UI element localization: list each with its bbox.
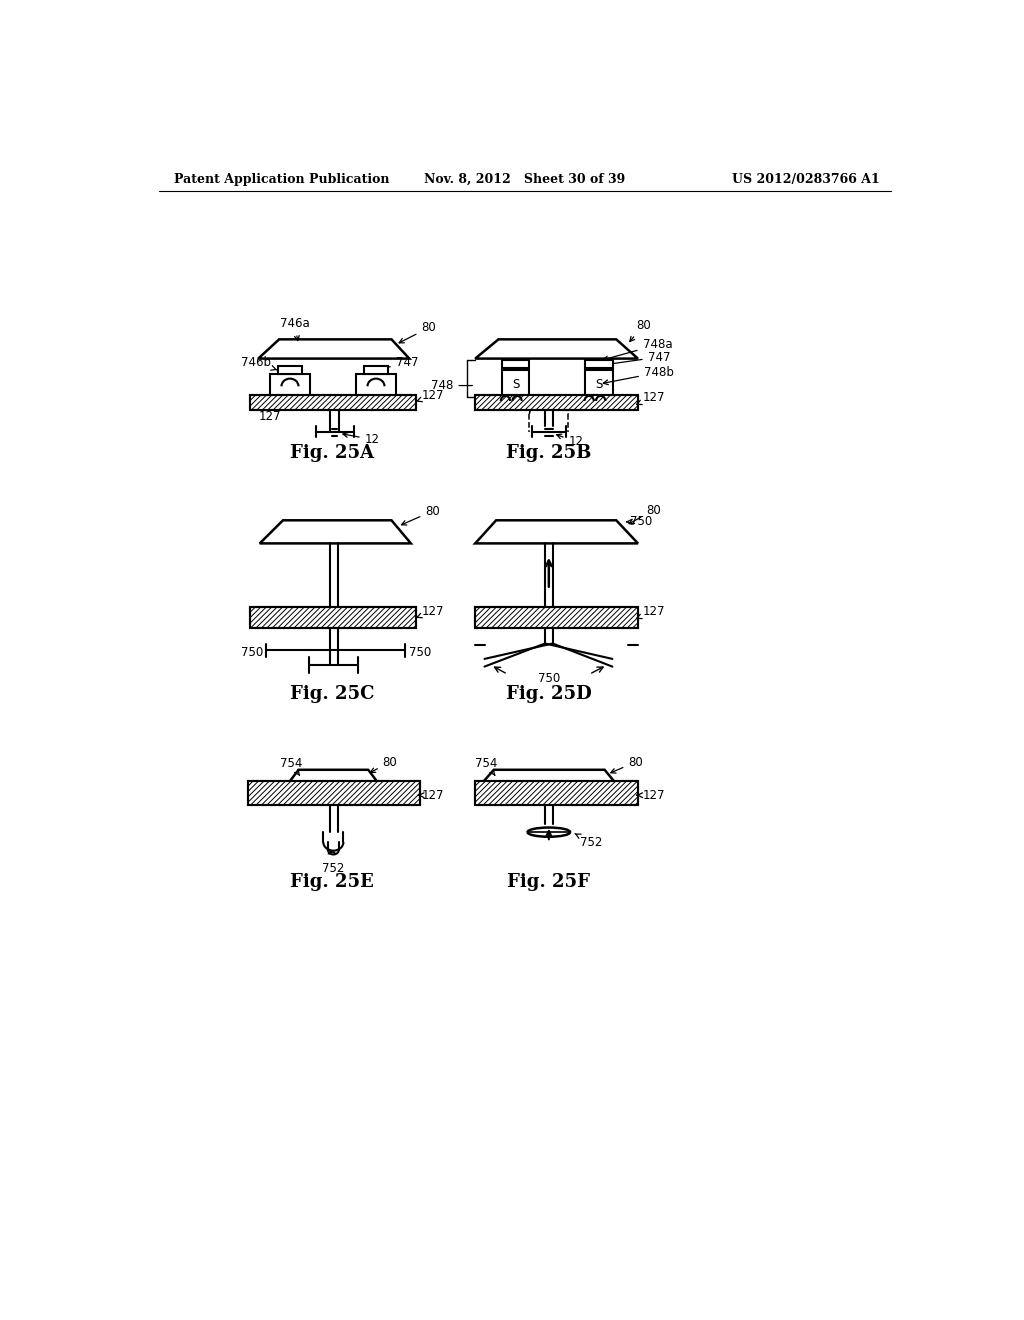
Bar <box>251 607 417 628</box>
Polygon shape <box>483 770 614 781</box>
Text: Fig. 25F: Fig. 25F <box>507 874 590 891</box>
Text: Nov. 8, 2012   Sheet 30 of 39: Nov. 8, 2012 Sheet 30 of 39 <box>424 173 626 186</box>
Bar <box>502 370 529 397</box>
Text: 127: 127 <box>419 788 443 801</box>
Text: 746b: 746b <box>241 356 276 370</box>
Text: 746a: 746a <box>280 317 309 341</box>
Polygon shape <box>260 520 411 544</box>
Text: S: S <box>512 378 519 391</box>
Text: Fig. 25C: Fig. 25C <box>290 685 374 702</box>
Text: 12: 12 <box>557 434 584 449</box>
Text: US 2012/0283766 A1: US 2012/0283766 A1 <box>732 173 880 186</box>
Text: 127: 127 <box>416 605 443 618</box>
Text: 747: 747 <box>378 356 418 371</box>
Text: 754: 754 <box>280 758 302 775</box>
Text: 12: 12 <box>343 433 380 446</box>
Text: 750: 750 <box>242 647 263 659</box>
Bar <box>502 360 529 368</box>
Text: 127: 127 <box>637 788 665 801</box>
Polygon shape <box>258 339 410 359</box>
Bar <box>475 607 638 628</box>
Text: 80: 80 <box>371 755 397 772</box>
Text: Patent Application Publication: Patent Application Publication <box>174 173 390 186</box>
Text: 80: 80 <box>401 504 440 525</box>
Bar <box>356 374 396 396</box>
Bar <box>586 370 613 397</box>
Text: 127: 127 <box>637 391 665 404</box>
Text: 747: 747 <box>603 351 670 367</box>
Text: 748: 748 <box>431 379 472 392</box>
Bar <box>475 395 638 411</box>
Polygon shape <box>475 339 638 359</box>
Bar <box>475 780 638 805</box>
Text: Fig. 25B: Fig. 25B <box>506 444 592 462</box>
Bar <box>248 780 420 805</box>
Text: 750: 750 <box>538 672 560 685</box>
Bar <box>251 607 417 628</box>
Text: 127: 127 <box>637 605 665 619</box>
Text: Fig. 25D: Fig. 25D <box>506 685 592 702</box>
Bar <box>270 374 310 396</box>
Bar <box>586 360 613 368</box>
Text: 80: 80 <box>610 755 643 774</box>
Text: S: S <box>596 378 603 391</box>
Text: 754: 754 <box>475 758 498 775</box>
Text: N: N <box>512 359 519 370</box>
Bar <box>278 366 302 374</box>
Text: 748a: 748a <box>603 338 672 360</box>
Text: Fig. 25E: Fig. 25E <box>290 874 374 891</box>
Text: N: N <box>595 359 603 370</box>
Text: Fig. 25A: Fig. 25A <box>290 444 374 462</box>
Bar <box>251 395 417 411</box>
Polygon shape <box>289 770 378 781</box>
Bar <box>475 395 638 411</box>
Bar <box>251 395 417 411</box>
Text: 80: 80 <box>399 321 436 343</box>
Text: 750: 750 <box>409 647 431 659</box>
Text: 80: 80 <box>630 319 650 342</box>
Text: 750: 750 <box>627 515 652 528</box>
Text: 80: 80 <box>629 504 660 524</box>
Text: 127: 127 <box>258 409 281 422</box>
Bar <box>364 366 388 374</box>
Polygon shape <box>475 520 638 544</box>
Bar <box>248 780 420 805</box>
Text: 748b: 748b <box>603 366 674 384</box>
Bar <box>475 607 638 628</box>
Text: 752: 752 <box>574 834 603 849</box>
Text: 752: 752 <box>323 862 344 875</box>
Text: 127: 127 <box>416 389 443 403</box>
Bar <box>475 780 638 805</box>
